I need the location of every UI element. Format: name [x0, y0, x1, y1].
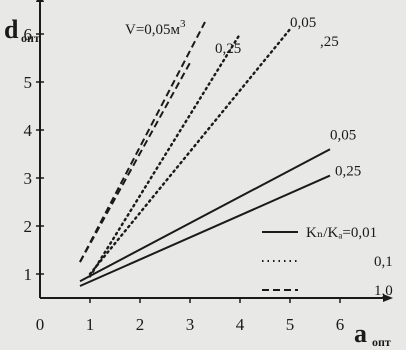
- x-axis-label-subscript: опт: [372, 335, 391, 349]
- y-tick-label: 4: [24, 121, 33, 140]
- x-tick-label: 5: [286, 315, 295, 334]
- series-line-dashed-v0-25: [79, 62, 191, 263]
- curve-annotation: 0,25: [335, 164, 361, 180]
- curve-annotation: ,25: [320, 34, 339, 50]
- chart-series: [79, 21, 331, 287]
- chart-axes: 0 1 2 3 4 5 6 1 2 3 4 5 6: [24, 0, 393, 334]
- x-tick-label: 4: [236, 315, 245, 334]
- x-tick-label: 3: [186, 315, 195, 334]
- y-tick-label: 2: [24, 217, 33, 236]
- y-axis-label: d: [4, 15, 19, 44]
- series-line-dotted-v0-05: [88, 28, 292, 276]
- y-tick-label: 6: [24, 25, 33, 44]
- x-axis-arrow: [383, 294, 393, 302]
- y-axis-arrow: [36, 0, 44, 2]
- curve-annotation: 0,25: [215, 41, 241, 57]
- legend-label-solid: Kₙ/Kₐ=0,01: [306, 225, 377, 241]
- x-tick-label: 2: [136, 315, 145, 334]
- y-tick-label: 5: [24, 73, 33, 92]
- series-line-solid-v0-25: [79, 174, 331, 287]
- y-axis-label-subscript: опт: [21, 31, 40, 45]
- series-line-dotted-v0-25: [88, 32, 242, 278]
- x-axis-label: a: [354, 319, 367, 348]
- series-line-dashed-v0-05: [79, 21, 206, 263]
- y-tick-label: 1: [24, 265, 33, 284]
- series-line-solid-v0-05: [79, 148, 331, 283]
- chart-legend: Kₙ/Kₐ=0,01 0,1 1,0: [262, 225, 393, 299]
- legend-label-dashed: 1,0: [374, 283, 393, 299]
- x-tick-label: 0: [36, 315, 45, 334]
- curve-annotation: 0,05: [290, 15, 316, 31]
- legend-label-dotted: 0,1: [374, 254, 393, 270]
- x-tick-label: 1: [86, 315, 95, 334]
- y-tick-label: 3: [24, 169, 33, 188]
- curve-annotation: V=0,05м3: [125, 18, 186, 38]
- x-tick-label: 6: [336, 315, 345, 334]
- curve-annotation: 0,05: [330, 128, 356, 144]
